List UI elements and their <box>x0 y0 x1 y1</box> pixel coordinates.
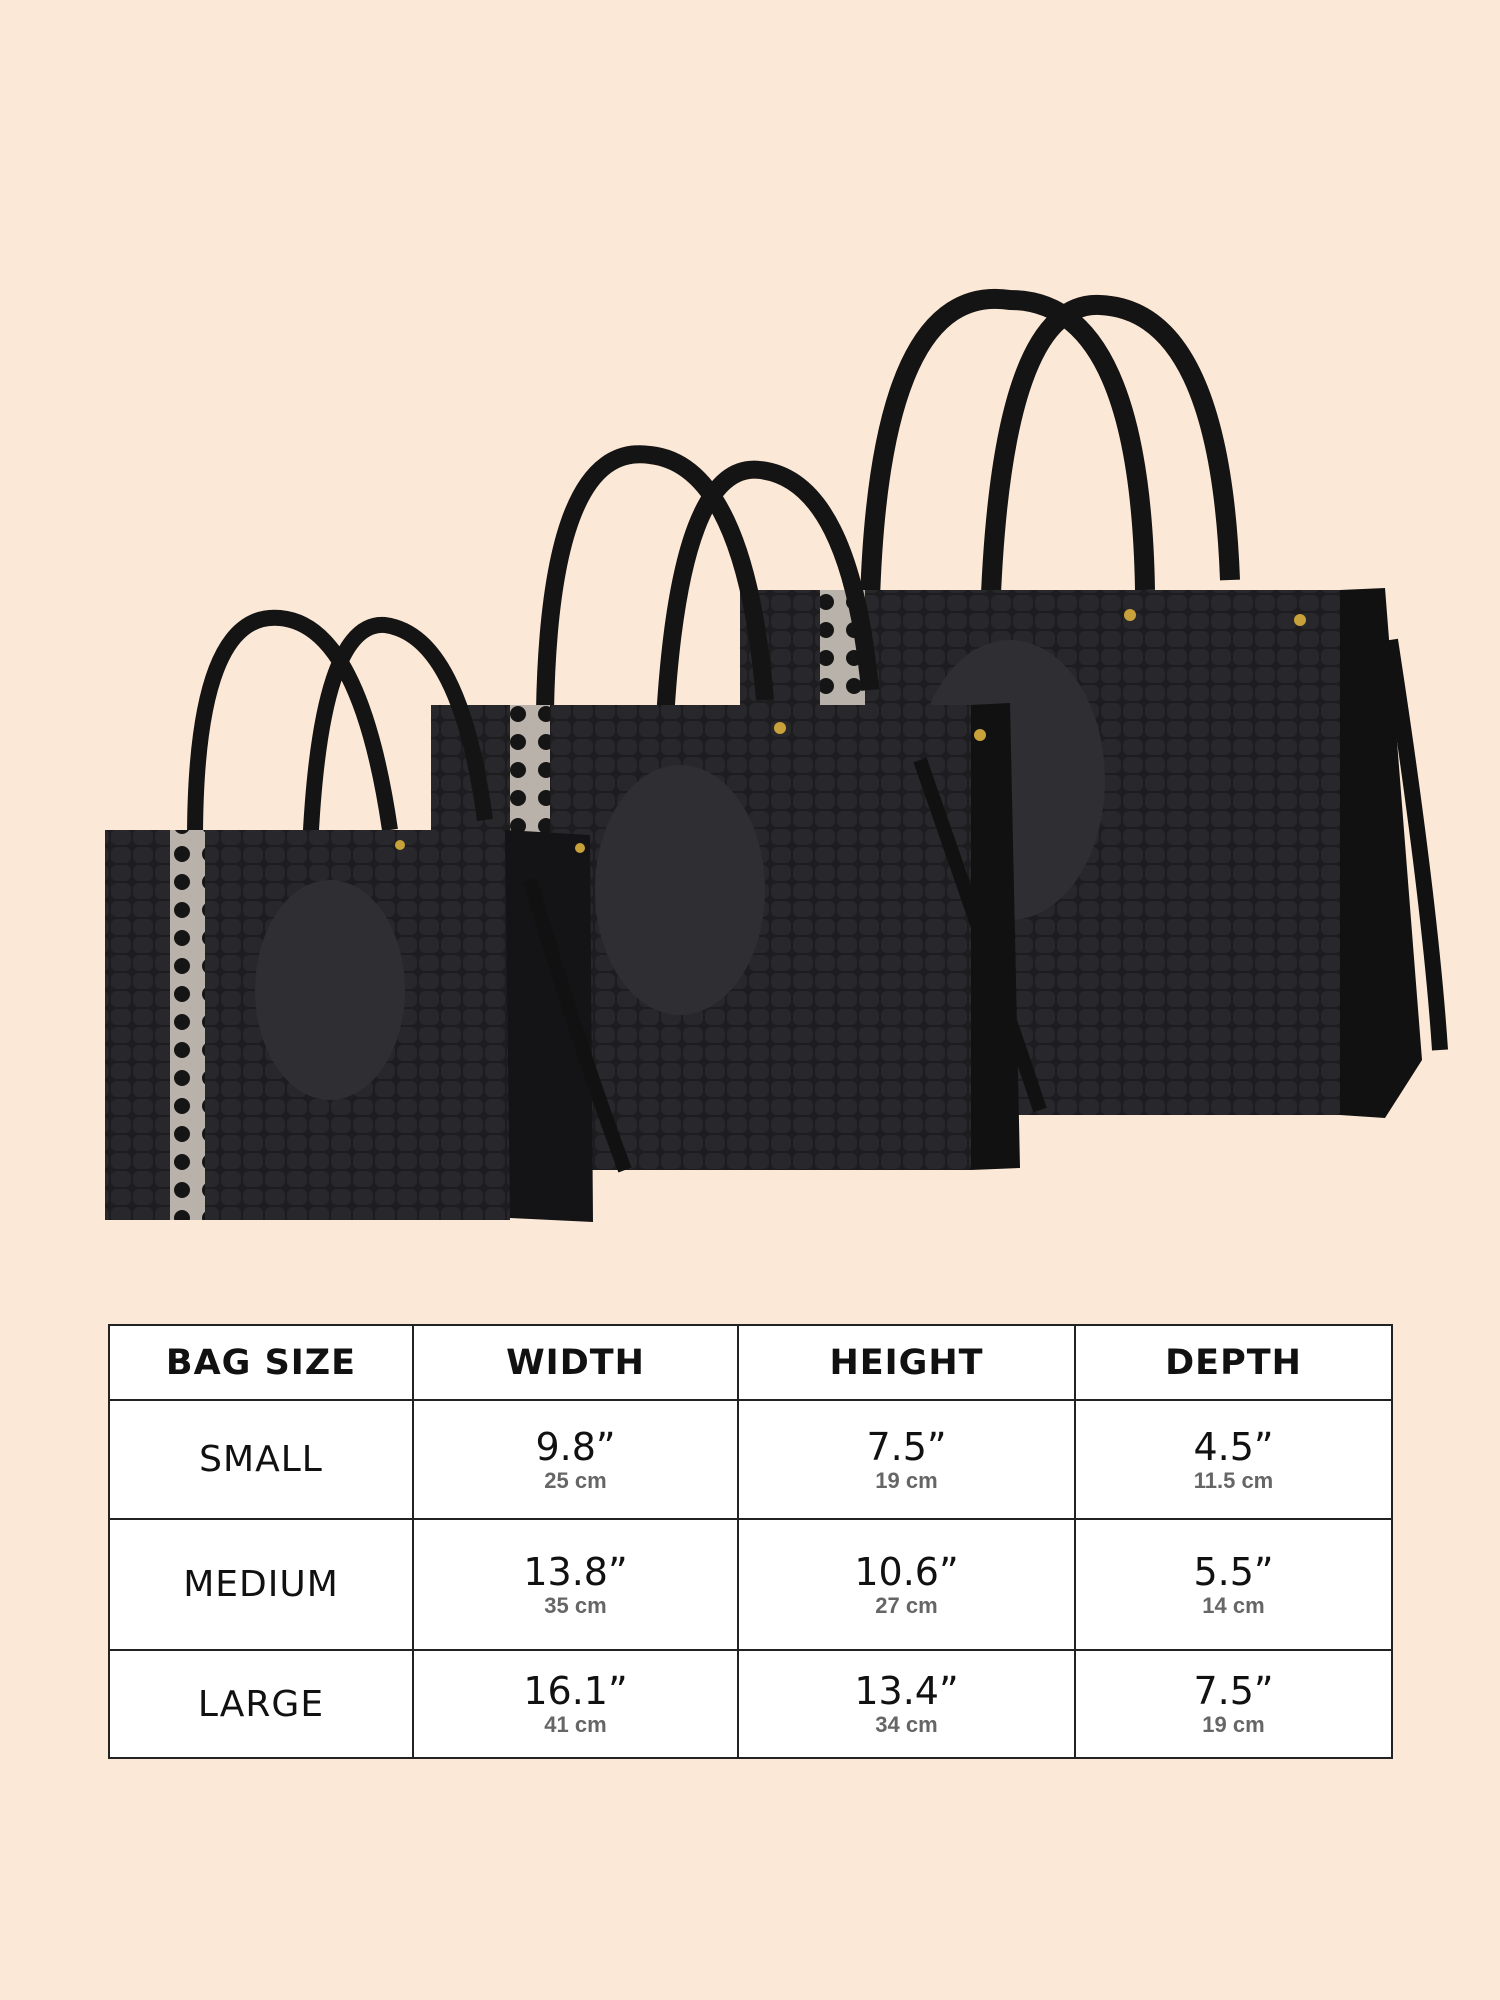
table-row: LARGE 16.1” 41 cm 13.4” 34 cm 7.5” 19 cm <box>108 1649 1393 1759</box>
table-header-row: BAG SIZE WIDTH HEIGHT DEPTH <box>108 1324 1393 1401</box>
height-cell: 13.4” 34 cm <box>737 1649 1076 1759</box>
size-label: LARGE <box>108 1649 414 1759</box>
cm-value: 41 cm <box>544 1712 607 1737</box>
inches-value: 7.5” <box>866 1424 947 1469</box>
table-row: MEDIUM 13.8” 35 cm 10.6” 27 cm 5.5” 14 cm <box>108 1518 1393 1651</box>
header-height: HEIGHT <box>737 1324 1076 1401</box>
inches-value: 4.5” <box>1193 1424 1274 1469</box>
cm-value: 11.5 cm <box>1193 1467 1274 1493</box>
size-label: SMALL <box>108 1399 414 1520</box>
small-bag <box>105 609 632 1222</box>
width-cell: 16.1” 41 cm <box>412 1649 739 1759</box>
cm-value: 34 cm <box>875 1712 938 1737</box>
depth-cell: 7.5” 19 cm <box>1074 1649 1393 1759</box>
width-cell: 13.8” 35 cm <box>412 1518 739 1651</box>
cm-value: 14 cm <box>1202 1592 1265 1618</box>
handbags-product-image <box>105 288 1448 1222</box>
cm-value: 19 cm <box>875 1467 938 1493</box>
inches-value: 13.4” <box>854 1669 959 1713</box>
cm-value: 25 cm <box>544 1467 607 1493</box>
header-width: WIDTH <box>412 1324 739 1401</box>
cm-value: 27 cm <box>875 1592 938 1618</box>
size-chart-table: BAG SIZE WIDTH HEIGHT DEPTH SMALL 9.8” 25… <box>108 1324 1393 1759</box>
size-label: MEDIUM <box>108 1518 414 1651</box>
inches-value: 16.1” <box>523 1669 628 1713</box>
inches-value: 5.5” <box>1193 1549 1274 1594</box>
width-cell: 9.8” 25 cm <box>412 1399 739 1520</box>
inches-value: 10.6” <box>854 1549 959 1594</box>
header-bag-size: BAG SIZE <box>108 1324 414 1401</box>
depth-cell: 5.5” 14 cm <box>1074 1518 1393 1651</box>
height-cell: 10.6” 27 cm <box>737 1518 1076 1651</box>
header-depth: DEPTH <box>1074 1324 1393 1401</box>
inches-value: 7.5” <box>1193 1669 1274 1713</box>
height-cell: 7.5” 19 cm <box>737 1399 1076 1520</box>
table-row: SMALL 9.8” 25 cm 7.5” 19 cm 4.5” 11.5 cm <box>108 1399 1393 1520</box>
depth-cell: 4.5” 11.5 cm <box>1074 1399 1393 1520</box>
cm-value: 19 cm <box>1202 1712 1265 1737</box>
cm-value: 35 cm <box>544 1592 607 1618</box>
inches-value: 13.8” <box>523 1549 628 1594</box>
inches-value: 9.8” <box>535 1424 616 1469</box>
